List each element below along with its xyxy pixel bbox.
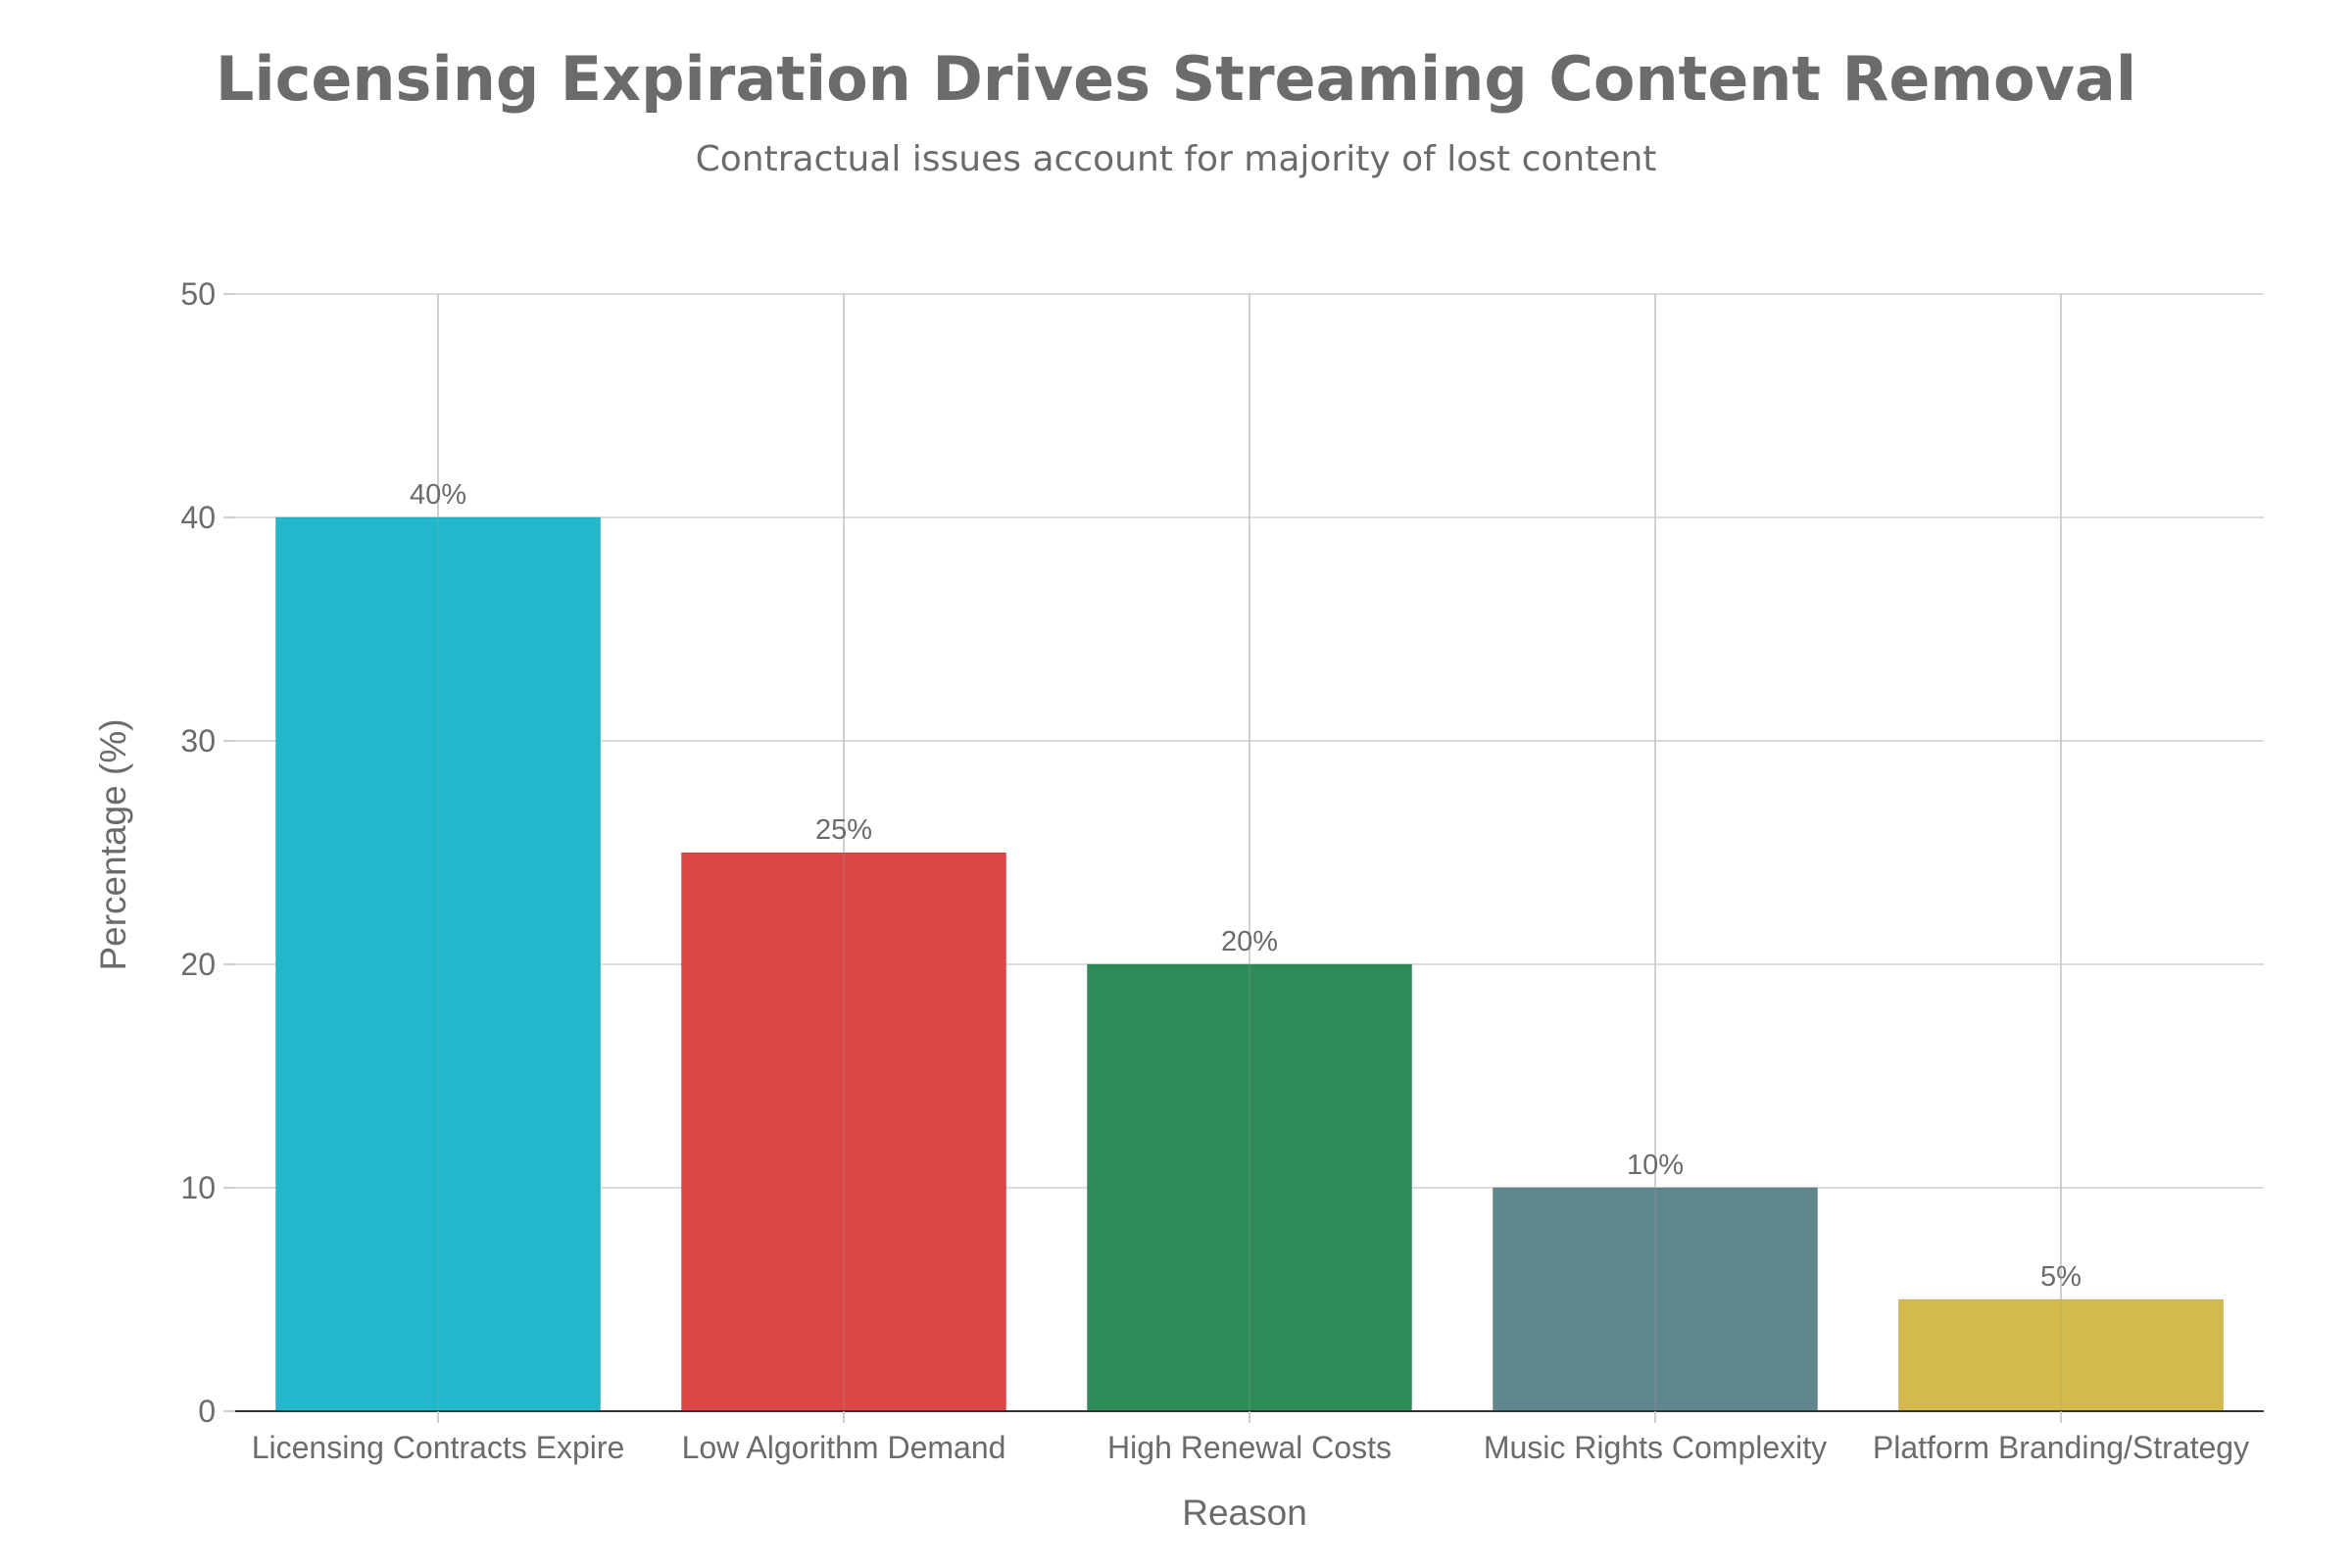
bar-5 <box>1897 1298 2225 1412</box>
data-label: 5% <box>2040 1261 2082 1293</box>
x-tick-label: High Renewal Costs <box>1107 1430 1392 1465</box>
y-tick-label: 40 <box>180 500 216 535</box>
data-label: 40% <box>410 479 466 511</box>
y-tick-label: 30 <box>180 723 216 759</box>
y-axis-title: Percentage (%) <box>93 718 133 970</box>
chart-subtitle: Contractual issues account for majority … <box>695 139 1657 179</box>
x-tick-label: Music Rights Complexity <box>1484 1430 1827 1465</box>
data-label: 25% <box>815 814 872 846</box>
bar-4 <box>1492 1187 1819 1412</box>
bar-1 <box>274 516 602 1412</box>
y-tick-label: 50 <box>180 276 216 312</box>
data-label: 10% <box>1627 1150 1684 1181</box>
y-tick-label: 10 <box>180 1170 216 1205</box>
x-tick-label: Low Algorithm Demand <box>682 1430 1006 1465</box>
axes <box>223 293 2264 1423</box>
x-tick-label: Platform Branding/Strategy <box>1873 1430 2249 1465</box>
bars <box>274 294 2225 1412</box>
data-label: 20% <box>1221 926 1278 957</box>
x-tick-label: Licensing Contracts Expire <box>252 1430 625 1465</box>
bar-3 <box>1086 963 1413 1412</box>
y-tick-label: 20 <box>180 947 216 982</box>
labels: 0 10 20 30 40 50 Licensing Contracts Expire Low… <box>180 276 2249 1465</box>
chart-title: Licensing Expiration Drives Streaming Co… <box>215 43 2137 115</box>
y-tick-label: 0 <box>198 1394 216 1429</box>
x-axis-title: Reason <box>1182 1493 1307 1533</box>
